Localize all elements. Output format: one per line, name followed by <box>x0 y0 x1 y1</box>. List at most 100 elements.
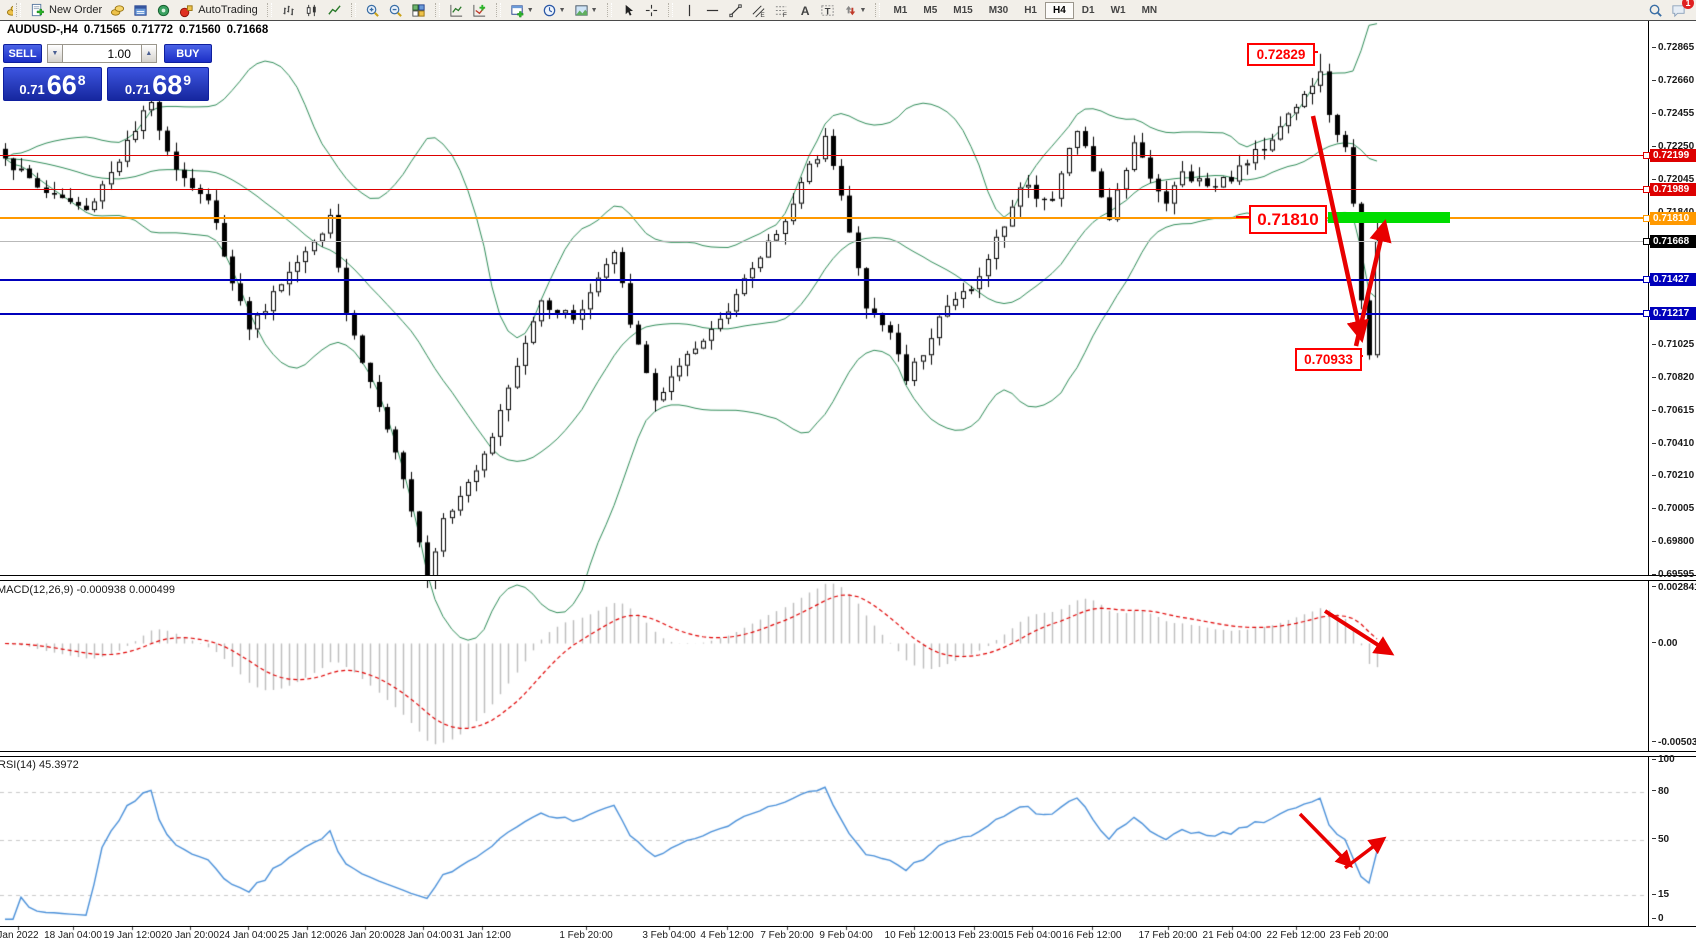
clipped-icon[interactable] <box>2 0 13 20</box>
coins-icon <box>6 3 13 18</box>
navigator-button[interactable] <box>152 0 175 20</box>
data-window-button[interactable] <box>129 0 152 20</box>
green-zone-rectangle[interactable] <box>1328 212 1450 223</box>
price-badge: 0.71427 <box>1650 273 1696 287</box>
high-price-annotation[interactable]: 0.72829 <box>1247 43 1315 66</box>
channel-button[interactable] <box>747 0 770 20</box>
candlestick-chart-button[interactable] <box>300 0 323 20</box>
volume-decrease-button[interactable]: ▼ <box>47 44 63 63</box>
time-axis-label: 21 Feb 04:00 <box>1202 930 1262 941</box>
pivot-line[interactable] <box>0 217 1648 220</box>
timeframe-m30-button[interactable]: M30 <box>988 4 1009 16</box>
toolbar-group: ▼ ▼ ▼ <box>504 0 604 20</box>
quote-low: 0.71560 <box>179 24 221 36</box>
hline-icon <box>705 3 720 18</box>
macd-axis-tick: -0.005032 <box>1652 737 1696 748</box>
templates-button[interactable]: ▼ <box>570 0 602 20</box>
price-axis-tick: 0.69595 <box>1652 569 1694 580</box>
time-axis-label: 18 Jan 04:00 <box>44 930 102 941</box>
zoom-out-button[interactable] <box>384 0 407 20</box>
bar-chart-button[interactable] <box>277 0 300 20</box>
trendline-icon <box>728 3 743 18</box>
main-toolbar: New Order AutoTrading ▼ ▼ ▼ ▼ M1 M5 M15 M30 H1 H4 D1… <box>0 0 1696 21</box>
buy-button[interactable]: BUY <box>163 44 212 63</box>
current-price-line[interactable] <box>0 240 1648 242</box>
market-watch-button[interactable] <box>106 0 129 20</box>
macd-window-separator[interactable] <box>0 575 1696 581</box>
time-axis-label: 25 Jan 12:00 <box>278 930 336 941</box>
coins-icon <box>110 3 125 18</box>
time-axis-label: 9 Feb 04:00 <box>819 930 873 941</box>
fibonacci-button[interactable] <box>770 0 793 20</box>
support-line-2[interactable] <box>0 312 1648 315</box>
notification-badge: 1 <box>1682 0 1694 9</box>
time-axis-label: 26 Jan 20:00 <box>336 930 394 941</box>
timeframe-d1-button[interactable]: D1 <box>1081 4 1095 16</box>
text-a-icon <box>797 3 812 18</box>
crosshair-button[interactable] <box>640 0 663 20</box>
zoom-in-icon <box>365 3 380 18</box>
timeframe-m15-button[interactable]: M15 <box>953 4 973 16</box>
fibo-icon <box>774 3 789 18</box>
text-label-button[interactable] <box>816 0 839 20</box>
trendline-button[interactable] <box>724 0 747 20</box>
sell-price-display[interactable]: 0.71 66 8 <box>3 67 102 101</box>
new-order-button[interactable]: New Order <box>26 0 106 20</box>
price-axis-tick: 0.70615 <box>1652 405 1694 416</box>
time-axis-label: 7 Feb 20:00 <box>760 930 814 941</box>
notifications-button[interactable]: 1 <box>1667 0 1694 20</box>
price-axis-tick: 0.72045 <box>1652 174 1694 185</box>
timeframe-mn-button[interactable]: MN <box>1141 4 1158 16</box>
timeframe-m1-button[interactable]: M1 <box>893 4 908 16</box>
cursor-button[interactable] <box>617 0 640 20</box>
timeframe-w1-button[interactable]: W1 <box>1110 4 1126 16</box>
label-t-icon <box>820 3 835 18</box>
badge-connector <box>1643 276 1650 284</box>
resistance-line-1[interactable] <box>0 154 1648 156</box>
tile-windows-button[interactable] <box>407 0 430 20</box>
entry-price-annotation[interactable]: 0.71810 <box>1249 205 1327 234</box>
badge-connector <box>1643 310 1650 318</box>
timeframe-h4-button[interactable]: H4 <box>1044 1 1074 19</box>
navigator-icon <box>156 3 171 18</box>
vline-icon <box>682 3 697 18</box>
resistance-line-2[interactable] <box>0 188 1648 190</box>
volume-increase-button[interactable]: ▲ <box>140 44 157 63</box>
price-axis-tick: 0.70210 <box>1652 470 1694 481</box>
indicator-window-button[interactable] <box>468 0 491 20</box>
new-chart-button[interactable]: ▼ <box>506 0 538 20</box>
rsi-window-separator[interactable] <box>0 751 1696 757</box>
dropdown-arrow-icon: ▼ <box>526 6 534 14</box>
vertical-line-button[interactable] <box>678 0 701 20</box>
arrows-button[interactable]: ▼ <box>839 0 871 20</box>
support-line-1[interactable] <box>0 278 1648 281</box>
sell-price-main: 66 <box>46 70 77 100</box>
buy-price-main: 68 <box>152 70 183 100</box>
data-window-icon <box>133 3 148 18</box>
autotrading-button[interactable]: AutoTrading <box>175 0 262 20</box>
price-axis-tick: 0.70005 <box>1652 503 1694 514</box>
line-chart-button[interactable] <box>323 0 346 20</box>
volume-input[interactable] <box>62 44 141 63</box>
zoom-in-button[interactable] <box>361 0 384 20</box>
autotrading-icon <box>179 3 194 18</box>
horizontal-line-button[interactable] <box>701 0 724 20</box>
timeframe-m5-button[interactable]: M5 <box>923 4 938 16</box>
low-price-annotation[interactable]: 0.70933 <box>1295 348 1362 371</box>
clock-icon <box>542 3 557 18</box>
search-button[interactable] <box>1644 0 1667 20</box>
timeframe-h1-button[interactable]: H1 <box>1024 4 1037 16</box>
toolbar-group <box>443 0 493 20</box>
sell-button[interactable]: SELL <box>3 44 42 63</box>
badge-connector <box>1643 151 1650 159</box>
periods-button[interactable]: ▼ <box>538 0 570 20</box>
indicators-button[interactable] <box>445 0 468 20</box>
buy-price-display[interactable]: 0.71 68 9 <box>107 67 209 101</box>
ind-add-icon <box>472 3 487 18</box>
time-axis-label: 1 Feb 20:00 <box>559 930 613 941</box>
toolbar-group <box>615 0 665 20</box>
tiles-icon <box>411 3 426 18</box>
text-button[interactable] <box>793 0 816 20</box>
